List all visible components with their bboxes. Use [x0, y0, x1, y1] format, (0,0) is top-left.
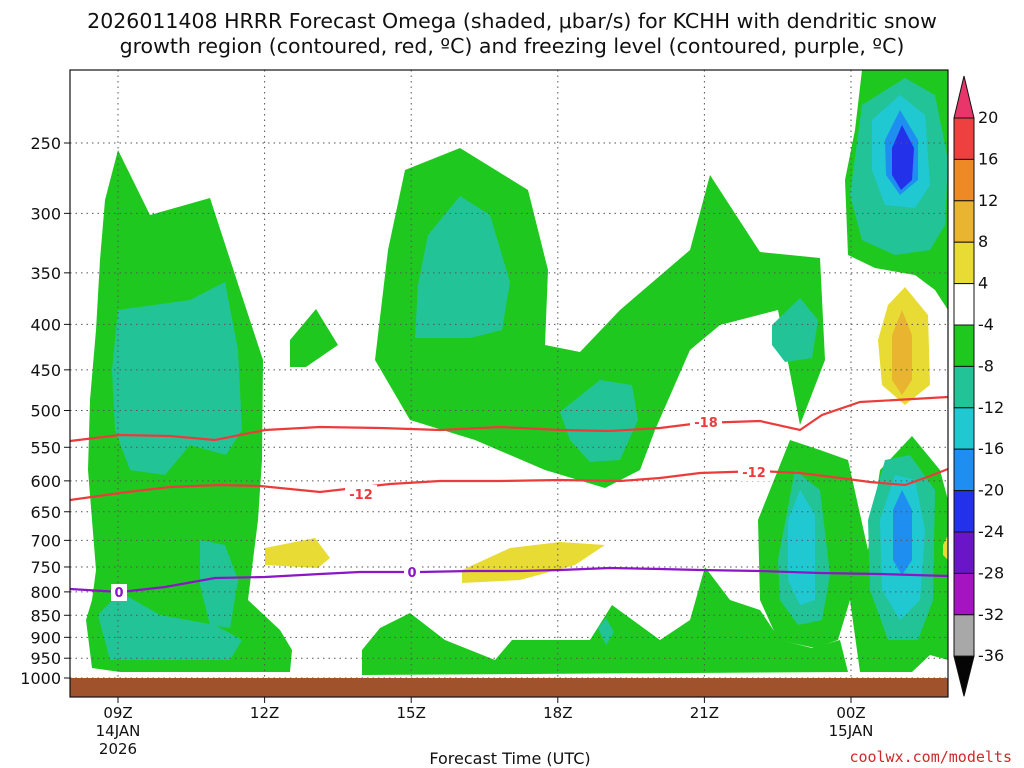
- y-tick-label: 1000: [20, 669, 61, 688]
- omega-teal-bottom-left: [98, 592, 242, 660]
- colorbar-swatch: [953, 324, 975, 367]
- colorbar-label: -36: [978, 646, 1004, 665]
- omega-region-upper-small: [290, 309, 338, 367]
- colorbar-label: -28: [978, 563, 1004, 582]
- chart-title-line1: 2026011408 HRRR Forecast Omega (shaded, …: [87, 9, 937, 33]
- colorbar-bottom-triangle: [953, 655, 975, 697]
- y-tick-label: 750: [30, 558, 61, 577]
- x-tick-label: 00Z: [836, 704, 865, 722]
- omega-teal-right-upper: [772, 298, 818, 362]
- colorbar-label: 8: [978, 232, 988, 251]
- colorbar-swatch: [953, 365, 975, 409]
- colorbar-label: 16: [978, 149, 998, 168]
- omega-cyan-mid-right-a: [788, 490, 815, 605]
- y-tick-label: 850: [30, 606, 61, 625]
- omega-blue-mid-right: [893, 490, 912, 575]
- x-tick-label: 18Z: [543, 704, 572, 722]
- y-tick-label: 300: [30, 204, 61, 223]
- y-tick-label: 250: [30, 134, 61, 153]
- credit-text: coolwx.com/modelts: [849, 748, 1012, 766]
- colorbar-swatch: [953, 572, 975, 616]
- y-tick-label: 450: [30, 361, 61, 380]
- colorbar-swatch: [953, 407, 975, 450]
- colorbar-label: 4: [978, 274, 988, 293]
- colorbar-label: -20: [978, 481, 1004, 500]
- colorbar-swatch: [953, 490, 975, 533]
- colorbar-swatch: [953, 448, 975, 492]
- colorbar-label: 20: [978, 108, 998, 127]
- y-tick-label: 650: [30, 503, 61, 522]
- colorbar-swatch: [953, 531, 975, 574]
- omega-teal-small-2: [598, 618, 614, 645]
- y-tick-label: 550: [30, 438, 61, 457]
- omega-shading-deepblue: [892, 125, 914, 190]
- omega-positive-shading: [265, 287, 948, 583]
- omega-teal-left: [112, 282, 242, 475]
- chart-title-line2: growth region (contoured, red, ºC) and f…: [120, 34, 905, 58]
- plot-area: [70, 70, 948, 697]
- snow-growth-upper-isotherm: [70, 395, 948, 443]
- snow-growth-lower-isotherm: [70, 467, 948, 502]
- omega-teal-center-mid: [560, 380, 638, 462]
- colorbar-top-triangle: [953, 75, 975, 119]
- y-tick-label: 350: [30, 264, 61, 283]
- colorbar-swatch: [953, 614, 975, 657]
- colorbar-label: -32: [978, 605, 1004, 624]
- x-tick-label: 09Z: [103, 704, 132, 722]
- y-tick-label: 900: [30, 628, 61, 647]
- isotherm-label-zero-b: 0: [114, 586, 123, 601]
- y-tick-label: 500: [30, 402, 61, 421]
- isotherm-lines: [70, 395, 948, 594]
- colorbar-swatch: [953, 200, 975, 243]
- omega-yellow-center: [462, 542, 605, 583]
- isotherm-label-zero-a: 0: [407, 566, 416, 581]
- colorbar-label: -16: [978, 439, 1004, 458]
- freezing-level-isotherm: [70, 566, 948, 594]
- y-tick-label: 800: [30, 583, 61, 602]
- colorbar-swatch: [953, 158, 975, 202]
- omega-yellow-small-left: [265, 538, 330, 568]
- isotherm-label-minus12-b: -12: [742, 466, 766, 481]
- colorbar: 20 16 12 8 4 -4 -8 -12 -16 -20 -24 -28 -32 -36: [953, 75, 1004, 697]
- colorbar-label: -24: [978, 522, 1004, 541]
- plot-frame: [69, 69, 949, 698]
- colorbar-swatch: [953, 241, 975, 285]
- y-tick-label: 950: [30, 649, 61, 668]
- colorbar-swatch: [953, 117, 975, 160]
- colorbar-label: -8: [978, 356, 994, 375]
- x-tick-label: 12Z: [250, 704, 279, 722]
- y-tick-label: 400: [30, 315, 61, 334]
- y-tick-label: 700: [30, 531, 61, 550]
- x-tick-label: 21Z: [690, 704, 719, 722]
- omega-deepblue-core: [892, 125, 914, 190]
- x-tick-year-label: 2026: [99, 740, 137, 758]
- x-tick-date-label: 14JAN: [96, 722, 141, 740]
- isotherm-label-minus12-a: -12: [349, 488, 373, 503]
- x-axis-label: Forecast Time (UTC): [429, 749, 590, 768]
- grid-lines: [70, 70, 948, 697]
- isotherm-label-minus18: -18: [694, 416, 718, 431]
- isotherm-labels: -18 -12 -12 0 0: [111, 413, 770, 601]
- colorbar-label: 12: [978, 191, 998, 210]
- colorbar-label: -12: [978, 398, 1004, 417]
- y-tick-label: 600: [30, 472, 61, 491]
- x-tick-label: 15Z: [397, 704, 426, 722]
- omega-teal-small-1: [200, 540, 238, 628]
- colorbar-swatch: [953, 283, 975, 326]
- colorbar-label: -4: [978, 315, 994, 334]
- omega-teal-center-upper: [415, 196, 510, 338]
- surface-ground-strip: [70, 678, 948, 697]
- omega-orange-right: [892, 310, 912, 395]
- omega-yellow-edge: [943, 535, 948, 560]
- x-tick-date-label: 15JAN: [829, 722, 874, 740]
- y-axis: 250 300 350 400 450 500 550 600 650 700 750 800 850 9…: [20, 134, 70, 688]
